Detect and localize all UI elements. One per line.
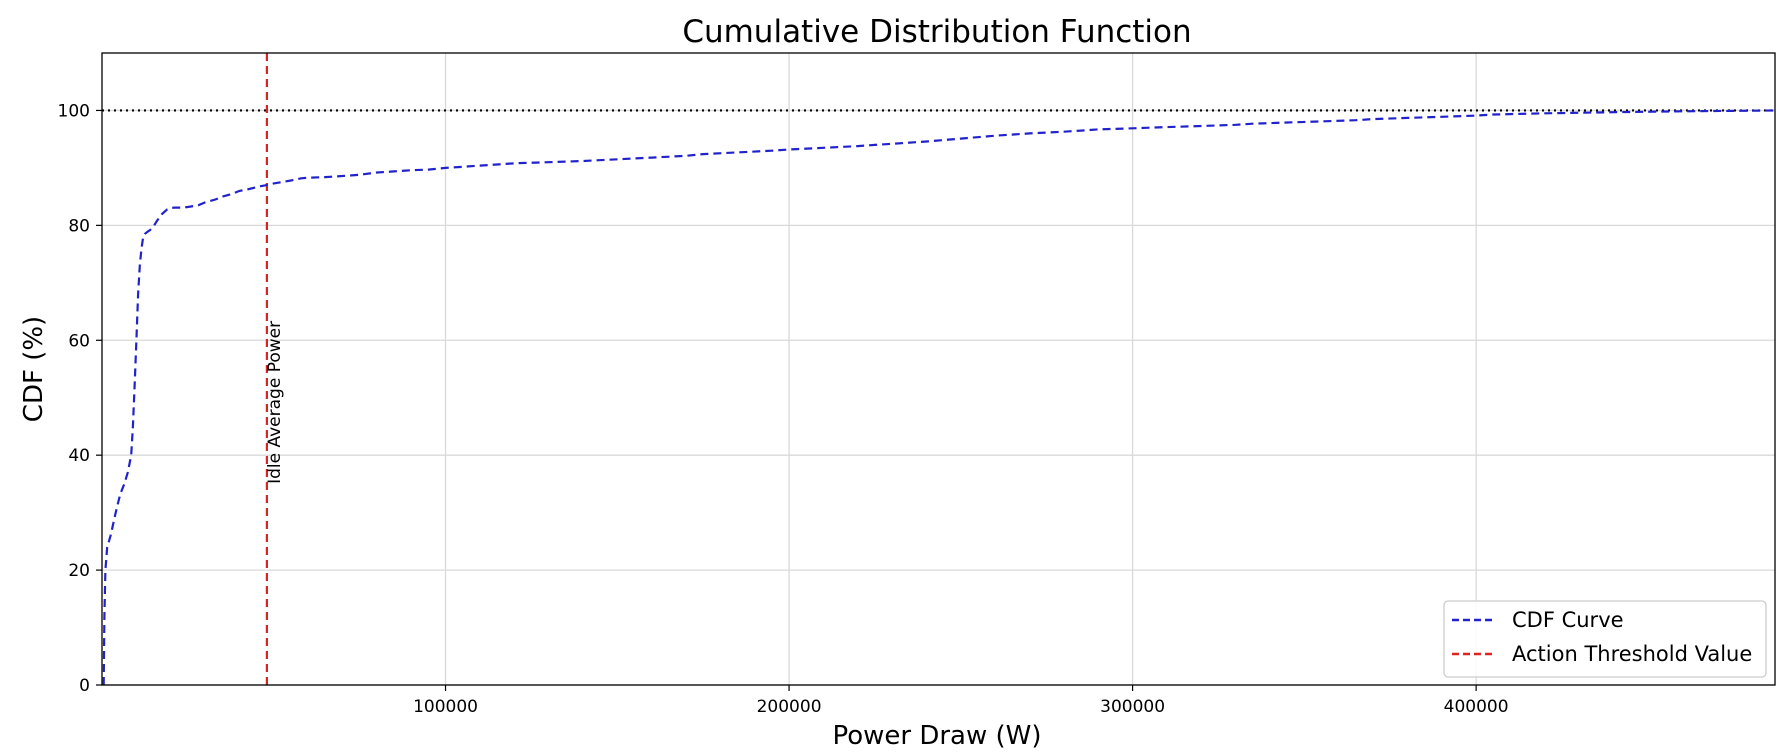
x-axis-label: Power Draw (W) xyxy=(832,721,1041,751)
legend-label-action-threshold: Action Threshold Value xyxy=(1512,642,1752,666)
y-axis-label: CDF (%) xyxy=(19,316,49,422)
y-tick-label: 100 xyxy=(58,101,90,121)
y-tick-label: 80 xyxy=(68,216,90,236)
y-tick-label: 20 xyxy=(68,561,90,581)
grid xyxy=(102,53,1775,686)
idle-average-power-annotation: Idle Average Power xyxy=(265,321,285,484)
x-tick-label: 200000 xyxy=(757,697,822,717)
legend-label-cdf-curve: CDF Curve xyxy=(1512,608,1624,632)
x-tick-label: 300000 xyxy=(1100,697,1165,717)
cdf-curve-line xyxy=(102,109,1776,686)
y-tick-label: 60 xyxy=(68,331,90,351)
y-tick-label: 40 xyxy=(68,446,90,466)
reference-lines xyxy=(102,53,1775,685)
x-tick-label: 400000 xyxy=(1444,697,1509,717)
ticks: 100000 200000 300000 400000 0 20 40 60 80 100 xyxy=(58,101,1509,717)
x-tick-label: 100000 xyxy=(413,697,478,717)
legend: CDF Curve Action Threshold Value xyxy=(1443,600,1767,678)
series-layer xyxy=(102,109,1776,686)
plot-frame xyxy=(101,52,1776,686)
chart-title: Cumulative Distribution Function xyxy=(682,14,1191,50)
y-tick-label: 0 xyxy=(79,676,90,696)
